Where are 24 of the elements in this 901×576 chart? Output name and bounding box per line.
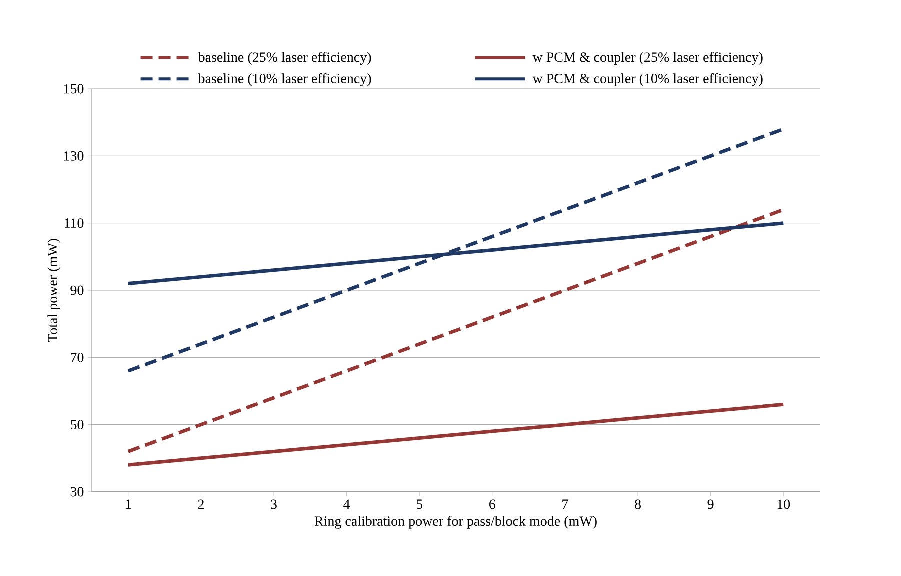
y-tick-label: 90: [70, 286, 84, 296]
y-tick-label: 150: [64, 84, 84, 94]
x-tick-label: 7: [562, 500, 568, 509]
x-tick-label: 8: [635, 500, 641, 510]
x-tick-label: 6: [490, 500, 496, 510]
x-tick-label: 9: [708, 500, 714, 510]
x-tick-label: 1: [126, 500, 132, 510]
x-tick-label: 3: [271, 500, 277, 510]
line-series: [126, 402, 786, 467]
y-tick-label: 110: [64, 218, 84, 228]
legend-label: w PCM & coupler (10% laser efficiency): [532, 73, 763, 86]
legend-label: w PCM & coupler (25% laser efficiency): [532, 52, 763, 65]
x-tick-label: 2: [198, 500, 204, 510]
y-axis-title: Total power (mW): [48, 239, 60, 342]
y-tick-label: 70: [71, 352, 84, 362]
x-tick-label: 5: [416, 500, 423, 510]
y-tick-label: 130: [64, 151, 84, 161]
x-tick-label: 4: [344, 500, 350, 509]
y-tick-label: 30: [70, 487, 84, 497]
y-tick-label: 50: [71, 420, 84, 430]
legend-label: baseline (25% laser efficiency): [198, 52, 372, 65]
legend-label: baseline (10% laser efficiency): [198, 73, 372, 86]
x-tick-label: 10: [778, 500, 790, 510]
x-axis-title: Ring calibration power for pass/block mode (mW): [314, 516, 597, 529]
